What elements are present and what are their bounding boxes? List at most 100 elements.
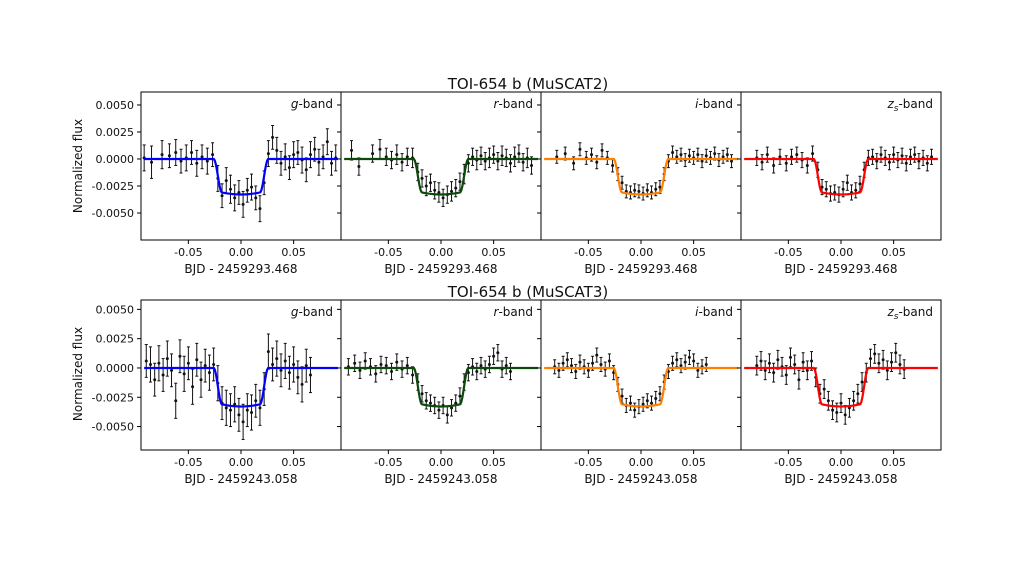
data-marker	[658, 392, 662, 396]
data-marker	[565, 358, 569, 362]
data-point	[637, 184, 641, 199]
data-marker	[237, 413, 241, 417]
data-point	[788, 347, 792, 368]
data-marker	[881, 358, 885, 362]
data-marker	[250, 411, 254, 414]
row-2-title: TOI-654 b (MuSCAT3)	[447, 283, 608, 301]
data-marker	[500, 154, 504, 158]
data-point	[346, 358, 350, 376]
data-point	[805, 157, 809, 174]
data-marker	[854, 188, 858, 192]
data-point	[898, 354, 902, 375]
data-point	[195, 342, 199, 377]
data-marker	[772, 163, 776, 167]
data-marker	[205, 159, 209, 163]
panel-row2-z-band: -0.05 0.00 0.05 BJD - 2459243.058 zs-band	[737, 299, 942, 486]
band-label: g-band	[291, 305, 333, 319]
panel-row2-r-band: -0.05 0.00 0.05 BJD - 2459243.058 r-band	[337, 299, 542, 486]
data-point	[611, 158, 615, 173]
data-point	[881, 349, 885, 370]
y-tick-label: 0.0025	[96, 126, 135, 139]
data-point	[763, 360, 767, 381]
data-point	[513, 146, 517, 168]
data-marker	[358, 368, 362, 372]
data-point	[428, 394, 432, 412]
data-point	[508, 154, 512, 173]
data-point	[190, 140, 194, 165]
data-marker	[765, 153, 769, 157]
data-marker	[654, 187, 658, 191]
data-point	[411, 366, 415, 384]
data-point	[325, 128, 329, 156]
data-point	[237, 397, 241, 432]
data-point	[650, 395, 654, 411]
data-marker	[220, 194, 224, 198]
data-marker	[199, 378, 203, 382]
data-marker	[300, 382, 304, 386]
data-marker	[894, 351, 898, 355]
data-point	[687, 349, 691, 365]
data-point	[521, 153, 525, 172]
data-point	[871, 148, 875, 165]
data-marker	[266, 350, 270, 354]
data-point	[500, 360, 504, 378]
data-point	[283, 342, 287, 380]
data-marker	[304, 364, 308, 368]
data-marker	[308, 153, 312, 157]
data-marker	[458, 180, 462, 184]
data-marker	[308, 373, 312, 377]
data-marker	[721, 155, 725, 159]
data-point	[504, 356, 508, 375]
data-marker	[578, 147, 582, 151]
data-marker	[683, 360, 687, 364]
data-point	[565, 352, 569, 368]
data-point	[595, 155, 599, 170]
data-marker	[784, 373, 788, 377]
data-marker	[195, 358, 199, 362]
data-point	[174, 382, 178, 419]
data-point	[725, 147, 729, 162]
data-point	[237, 180, 241, 205]
data-point	[654, 390, 658, 406]
data-marker	[679, 364, 683, 368]
data-point	[279, 150, 283, 176]
x-axis-label: BJD - 2459243.058	[184, 472, 297, 486]
data-marker	[437, 408, 441, 412]
data-point	[675, 149, 679, 164]
data-marker	[458, 394, 462, 398]
data-marker	[692, 359, 696, 363]
data-point	[671, 145, 675, 160]
data-marker	[860, 380, 864, 384]
data-marker	[679, 153, 683, 157]
data-marker	[233, 196, 237, 200]
data-point	[203, 348, 207, 383]
data-marker	[835, 411, 839, 414]
data-point	[224, 389, 228, 426]
data-marker	[304, 168, 308, 172]
data-point	[483, 360, 487, 378]
data-point	[496, 151, 500, 171]
data-point	[287, 355, 291, 390]
data-point	[557, 362, 561, 378]
data-point	[930, 148, 934, 165]
data-marker	[600, 148, 604, 152]
row-2-ylabel: Normalized flux	[71, 327, 85, 421]
data-point	[161, 358, 165, 392]
data-point	[856, 383, 860, 404]
data-marker	[700, 159, 704, 163]
data-marker	[508, 369, 512, 373]
data-marker	[492, 354, 496, 358]
data-marker	[591, 361, 595, 365]
data-marker	[871, 155, 875, 159]
data-marker	[258, 207, 262, 211]
data-point	[400, 153, 404, 172]
x-tick-label: 0.00	[229, 456, 254, 469]
data-point	[600, 143, 604, 158]
data-point	[450, 181, 454, 202]
data-point	[241, 190, 245, 218]
data-marker	[496, 159, 500, 163]
band-label: zs-band	[886, 305, 933, 322]
x-tick-label: 0.05	[481, 246, 506, 259]
x-axis-label: BJD - 2459293.468	[784, 262, 897, 276]
data-point	[772, 157, 776, 174]
